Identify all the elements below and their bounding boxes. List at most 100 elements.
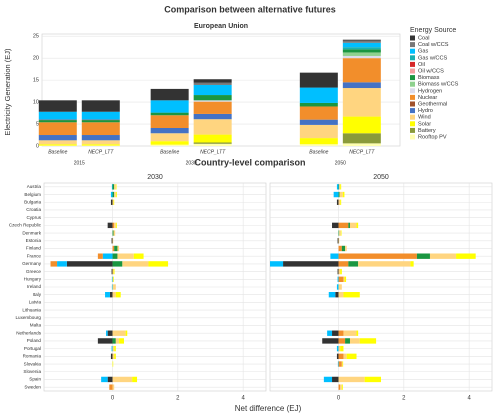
bar-segment	[338, 238, 340, 244]
bar-segment	[97, 338, 113, 344]
bar-segment	[114, 353, 116, 360]
bar-segment	[338, 199, 341, 205]
y-tick-label: Romania	[23, 354, 42, 359]
bar-segment	[150, 141, 189, 145]
bar-segment	[193, 84, 232, 96]
bar-segment	[342, 58, 381, 83]
bar-segment	[410, 261, 414, 267]
bar-segment	[112, 292, 116, 298]
bar-segment	[356, 330, 359, 336]
legend-swatch	[410, 101, 415, 107]
bar-segment	[342, 116, 381, 134]
bar-segment	[339, 184, 341, 190]
bar-segment	[336, 199, 339, 205]
y-tick-label: Cyprus	[26, 215, 41, 220]
bar-segment	[283, 261, 339, 267]
bar-segment	[340, 199, 342, 205]
bar-segment	[107, 330, 113, 336]
legend-title: Energy Source	[410, 27, 456, 34]
legend-label: Hydro	[418, 108, 433, 114]
bar-segment	[337, 276, 339, 282]
bar-segment	[112, 276, 114, 282]
bar-segment	[332, 376, 339, 383]
y-tick-label: Latvia	[29, 300, 42, 305]
bar-segment	[336, 184, 339, 190]
y-tick-label: 20	[33, 56, 39, 62]
bar-segment	[193, 82, 232, 85]
bar-segment	[117, 253, 134, 259]
legend-swatch	[410, 121, 415, 127]
bar-segment	[338, 384, 341, 390]
bar-segment	[342, 55, 381, 59]
bar-segment	[338, 284, 342, 290]
bar-segment	[110, 199, 113, 205]
bar-segment	[150, 112, 189, 116]
bar-segment	[112, 245, 115, 252]
bar-segment	[113, 230, 116, 236]
bar-segment	[115, 338, 120, 344]
facet-title: 2050	[373, 174, 389, 181]
y-tick-label: Sweden	[24, 384, 41, 389]
y-tick-label: France	[27, 253, 42, 258]
bar-segment	[348, 222, 350, 229]
bar-segment	[332, 330, 339, 336]
bar-segment	[344, 276, 347, 282]
bar-segment	[193, 134, 232, 143]
bar-segment	[338, 330, 344, 336]
y-tick-label: 25	[33, 34, 39, 40]
legend-label: Coal	[418, 35, 430, 41]
bar-segment	[416, 253, 430, 259]
bar-segment	[342, 133, 381, 144]
bar-segment	[340, 345, 344, 352]
bar-segment	[364, 376, 381, 383]
legend-label: Solar	[418, 121, 431, 127]
bar-segment	[429, 253, 457, 259]
legend-swatch	[410, 42, 415, 48]
bar-segment	[109, 292, 113, 298]
bar-segment	[112, 184, 115, 190]
group-label: 2015	[74, 160, 85, 166]
bar-segment	[338, 361, 342, 367]
legend-label: Wind	[418, 115, 431, 121]
bar-segment	[111, 276, 113, 282]
bar-segment	[107, 222, 113, 229]
bar-segment	[299, 124, 338, 139]
bar-segment	[115, 292, 121, 298]
legend-label: Hydrogen	[418, 88, 442, 94]
bar-segment	[345, 245, 347, 252]
bar-segment	[339, 230, 341, 236]
bar-segment	[111, 345, 113, 352]
bar-segment	[338, 338, 346, 344]
legend-label: Coal w/CCS	[418, 42, 449, 48]
bar-segment	[150, 115, 189, 128]
bar-segment	[342, 49, 381, 53]
bar-segment	[114, 222, 116, 229]
y-tick-label: Slovenia	[23, 369, 41, 374]
legend-label: Gas	[418, 49, 428, 55]
y-tick-label: Malta	[30, 323, 42, 328]
y-tick-label: Spain	[29, 377, 41, 382]
legend-label: Battery	[418, 128, 436, 134]
y-tick-label: Italy	[33, 292, 42, 297]
bar-segment	[337, 238, 339, 244]
bar-segment	[107, 376, 113, 383]
bar-segment	[340, 384, 342, 390]
bar-segment	[112, 361, 114, 367]
bar-segment	[112, 345, 115, 352]
bar-segment	[102, 253, 113, 259]
legend-label: Biomass	[418, 75, 440, 81]
bar-segment	[119, 338, 124, 344]
bar-segment	[348, 261, 359, 267]
bar-segment	[193, 143, 232, 146]
bar-segment	[342, 47, 381, 50]
bar-segment	[114, 245, 118, 252]
bar-segment	[132, 376, 138, 383]
y-tick-label: Austria	[27, 184, 42, 189]
y-tick-label: Slovakia	[24, 361, 42, 366]
bar-segment	[150, 127, 189, 134]
bar-segment	[112, 222, 115, 229]
y-tick-label: Hungary	[24, 277, 42, 282]
group-label: 2050	[335, 160, 346, 166]
bar-segment	[336, 284, 339, 290]
